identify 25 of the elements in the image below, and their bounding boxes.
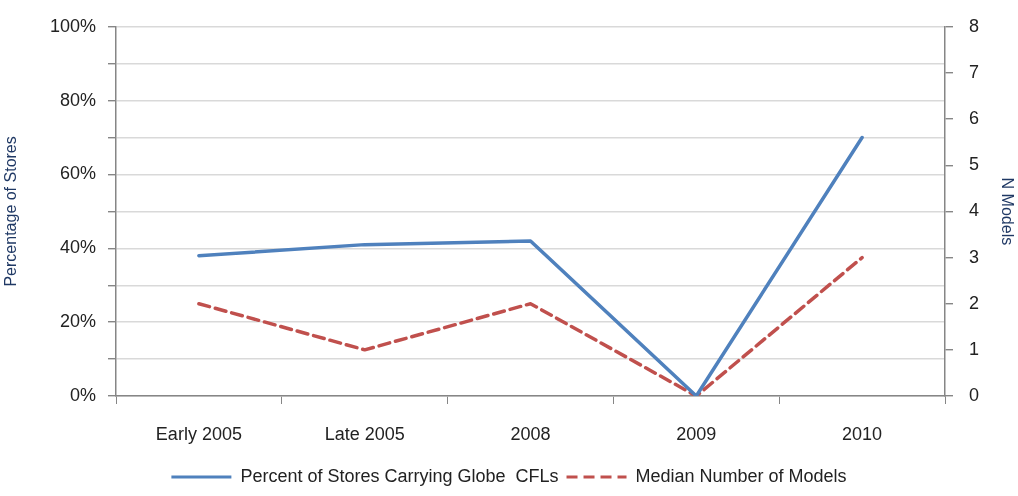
line-series	[197, 255, 864, 396]
y2-tick-label: 7	[969, 61, 980, 82]
y2-tick-label: 2	[969, 292, 980, 313]
x-tick-label: Late 2005	[324, 423, 405, 444]
x-tick-label: Early 2005	[155, 423, 242, 444]
y-tick-label: 100%	[49, 15, 96, 36]
y2-tick-label: 0	[969, 384, 980, 405]
y2-tick-label: 5	[969, 154, 980, 175]
x-tick-label: 2010	[842, 423, 883, 444]
y-tick-label: 20%	[59, 311, 96, 332]
y-tick-label: 80%	[59, 89, 96, 110]
legend-label: Percent of Stores Carrying Globe CFLs	[240, 465, 559, 486]
x-tick-label: 2009	[676, 423, 717, 444]
y-tick-label: 0%	[69, 384, 96, 405]
y2-tick-label: 6	[969, 108, 980, 129]
y2-tick-label: 3	[969, 246, 980, 267]
x-tick-label: 2008	[510, 423, 551, 444]
y2-tick-label: 8	[969, 15, 980, 36]
y-axis-title: Percentage of Stores	[2, 136, 20, 287]
y-tick-label: 40%	[59, 237, 96, 258]
y2-axis-title: N Models	[998, 177, 1016, 246]
y2-tick-label: 1	[969, 338, 980, 359]
y2-tick-label: 4	[969, 200, 980, 221]
y-tick-label: 60%	[59, 163, 96, 184]
legend-label: Median Number of Models	[635, 465, 847, 486]
